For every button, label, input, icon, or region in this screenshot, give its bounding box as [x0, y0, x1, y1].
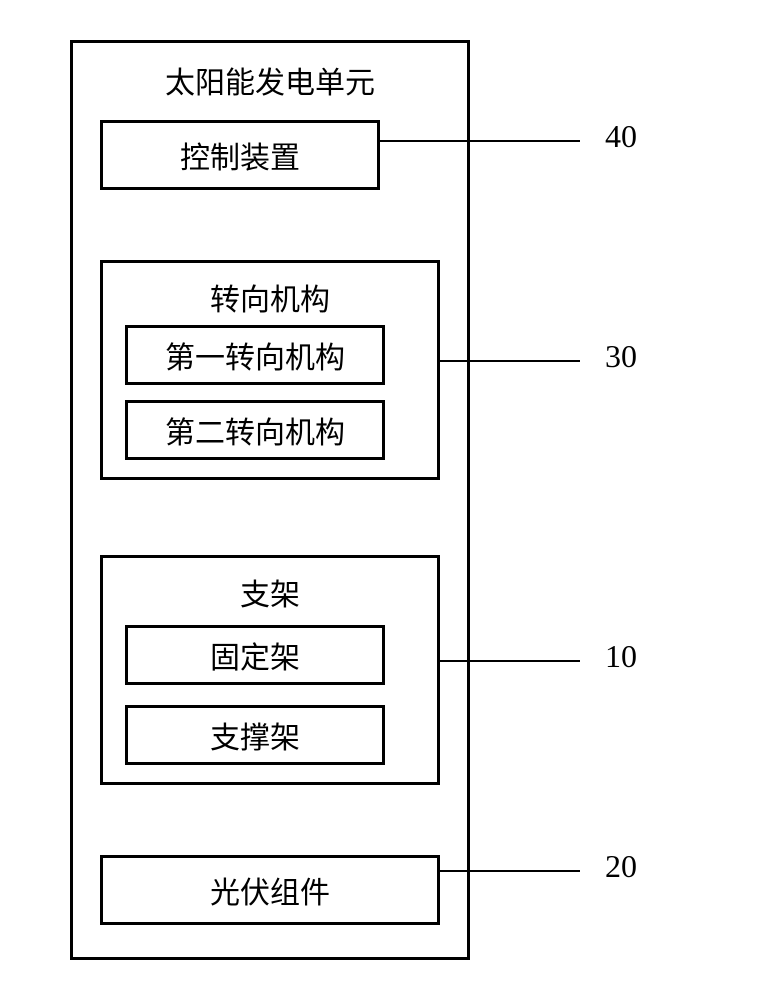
leader-steering [440, 360, 580, 362]
callout-steering: 30 [605, 338, 637, 375]
block-label-control: 控制装置 [100, 120, 380, 190]
inner-box-steering-0: 第一转向机构 [125, 325, 385, 385]
diagram-canvas: 太阳能发电单元控制装置 40 转向机构第一转向机构第二转向机构 30 支架固定架支撑架 1… [0, 0, 768, 1000]
leader-pv [440, 870, 580, 872]
callout-pv: 20 [605, 848, 637, 885]
outer-title: 太阳能发电单元 [70, 58, 470, 102]
block-title-bracket: 支架 [100, 570, 440, 614]
inner-box-bracket-0: 固定架 [125, 625, 385, 685]
inner-box-steering-1: 第二转向机构 [125, 400, 385, 460]
leader-control [380, 140, 580, 142]
leader-bracket [440, 660, 580, 662]
block-title-steering: 转向机构 [100, 275, 440, 319]
inner-box-bracket-1: 支撑架 [125, 705, 385, 765]
block-label-pv: 光伏组件 [100, 855, 440, 925]
callout-bracket: 10 [605, 638, 637, 675]
callout-control: 40 [605, 118, 637, 155]
